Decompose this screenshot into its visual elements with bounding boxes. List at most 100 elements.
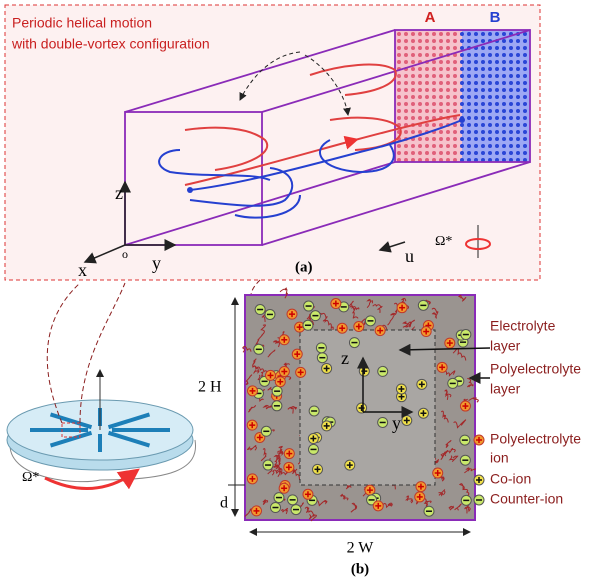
flow-label: u xyxy=(405,246,414,266)
dot xyxy=(516,95,520,99)
dot xyxy=(404,144,408,148)
dot xyxy=(474,39,478,43)
dot xyxy=(516,116,520,120)
dot xyxy=(516,88,520,92)
dot xyxy=(439,67,443,71)
dot xyxy=(411,144,415,148)
dot xyxy=(474,109,478,113)
dot xyxy=(432,88,436,92)
dot xyxy=(488,109,492,113)
dot xyxy=(425,151,429,155)
dot xyxy=(460,137,464,141)
dot xyxy=(439,32,443,36)
dot xyxy=(488,74,492,78)
dot xyxy=(509,102,513,106)
dot xyxy=(467,95,471,99)
dot xyxy=(418,137,422,141)
dot xyxy=(523,74,527,78)
dot xyxy=(495,95,499,99)
dot xyxy=(439,39,443,43)
dot xyxy=(446,74,450,78)
dot xyxy=(495,137,499,141)
dot xyxy=(460,151,464,155)
dot xyxy=(488,53,492,57)
dot xyxy=(502,67,506,71)
dot xyxy=(509,137,513,141)
dot xyxy=(439,88,443,92)
dot xyxy=(516,46,520,50)
dot xyxy=(397,95,401,99)
dot xyxy=(425,39,429,43)
dot xyxy=(411,95,415,99)
dot xyxy=(453,130,457,134)
dot xyxy=(509,53,513,57)
dot xyxy=(425,137,429,141)
dot xyxy=(516,123,520,127)
dot xyxy=(453,102,457,106)
dot xyxy=(446,46,450,50)
dot xyxy=(502,46,506,50)
dot xyxy=(460,144,464,148)
dot xyxy=(474,123,478,127)
dot xyxy=(425,88,429,92)
dot xyxy=(446,81,450,85)
dot xyxy=(488,151,492,155)
dot xyxy=(446,137,450,141)
dot xyxy=(516,109,520,113)
dot xyxy=(453,88,457,92)
figure: Periodic helical motion with double-vort… xyxy=(0,0,616,585)
dot xyxy=(488,95,492,99)
dot xyxy=(439,123,443,127)
dot xyxy=(418,46,422,50)
annotation: Electrolyte xyxy=(490,318,556,334)
dot xyxy=(509,109,513,113)
dot xyxy=(453,39,457,43)
dot xyxy=(460,95,464,99)
dot xyxy=(439,151,443,155)
dot xyxy=(467,137,471,141)
dot xyxy=(460,88,464,92)
dot xyxy=(523,88,527,92)
dot xyxy=(404,102,408,106)
dot xyxy=(523,95,527,99)
dot xyxy=(404,116,408,120)
dot xyxy=(523,137,527,141)
dot xyxy=(446,130,450,134)
dot xyxy=(432,123,436,127)
dot xyxy=(502,81,506,85)
legend-label: ion xyxy=(490,450,509,466)
dimension-label: d xyxy=(220,495,228,512)
legend-label: Polyelectrolyte xyxy=(490,431,581,447)
dot xyxy=(418,53,422,57)
dot xyxy=(516,81,520,85)
dot xyxy=(418,32,422,36)
dot xyxy=(460,81,464,85)
dot xyxy=(397,151,401,155)
dot xyxy=(502,74,506,78)
dot xyxy=(418,95,422,99)
dot xyxy=(474,102,478,106)
annotation: Polyelectrolyte xyxy=(490,361,581,377)
dot xyxy=(509,144,513,148)
dot xyxy=(439,74,443,78)
dot xyxy=(425,144,429,148)
dot xyxy=(453,144,457,148)
dot xyxy=(418,67,422,71)
dot xyxy=(432,46,436,50)
annotation: layer xyxy=(490,338,521,354)
dot xyxy=(495,130,499,134)
dot xyxy=(467,53,471,57)
dot xyxy=(397,32,401,36)
dot xyxy=(418,74,422,78)
dot xyxy=(439,137,443,141)
dot xyxy=(495,144,499,148)
dot xyxy=(502,123,506,127)
dot xyxy=(397,88,401,92)
dot xyxy=(495,123,499,127)
dot xyxy=(467,88,471,92)
dot xyxy=(418,130,422,134)
dot xyxy=(509,46,513,50)
dot xyxy=(474,32,478,36)
dot xyxy=(453,67,457,71)
dot xyxy=(397,102,401,106)
